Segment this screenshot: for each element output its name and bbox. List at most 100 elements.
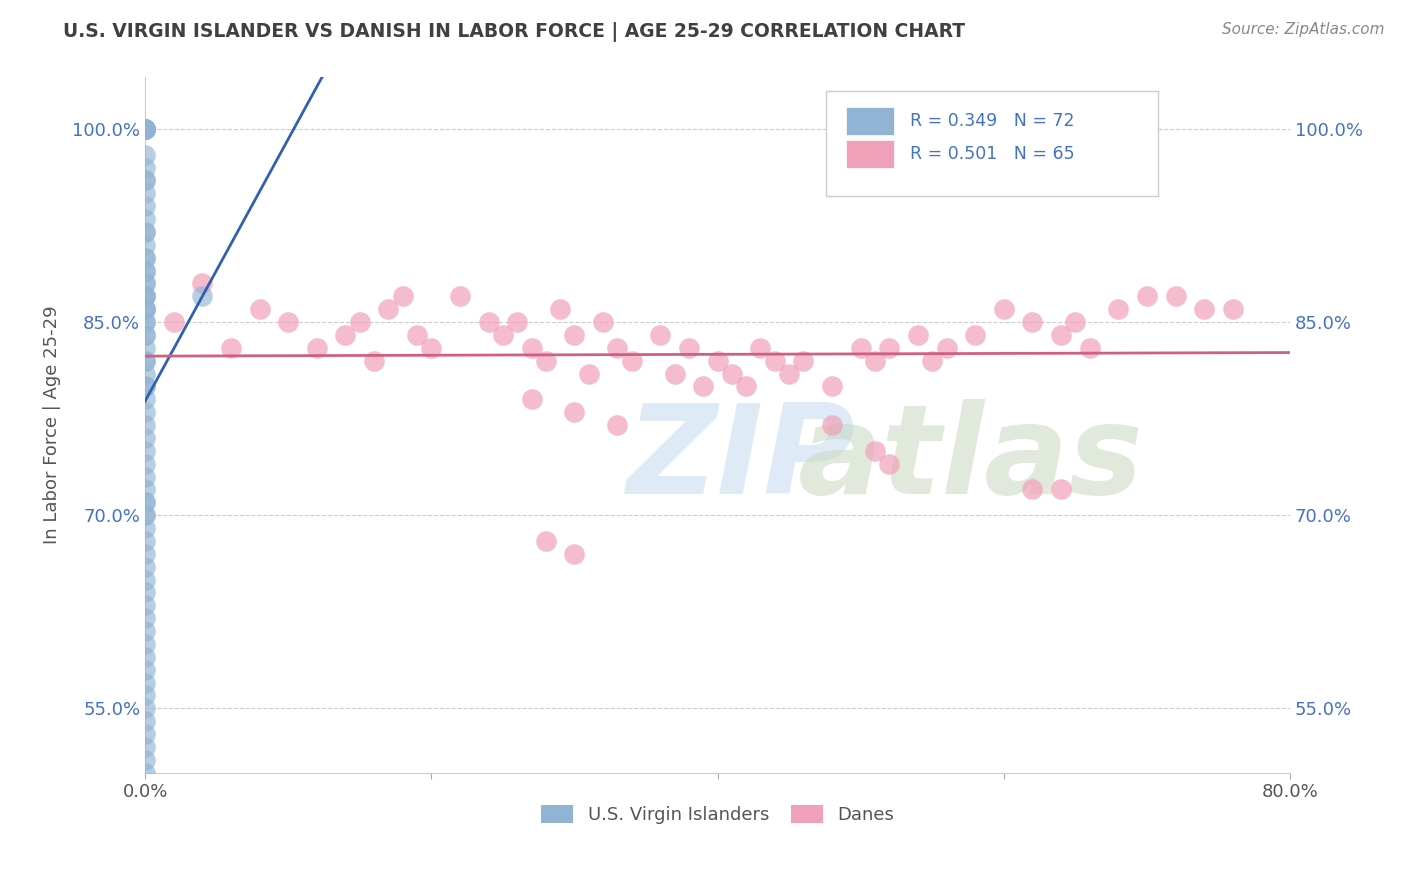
Point: [592, 315, 614, 329]
Legend: U.S. Virgin Islanders, Danes: U.S. Virgin Islanders, Danes: [531, 796, 904, 833]
Point: [1136, 122, 1159, 136]
Point: [191, 289, 214, 303]
Point: [877, 457, 900, 471]
Point: [420, 341, 443, 355]
Point: [449, 289, 471, 303]
Point: [134, 405, 156, 419]
Point: [849, 341, 872, 355]
Point: [664, 367, 686, 381]
Point: [1222, 302, 1244, 317]
Point: [134, 739, 156, 754]
Point: [134, 573, 156, 587]
Point: [134, 237, 156, 252]
Point: [134, 483, 156, 497]
Point: [191, 277, 214, 291]
Point: [134, 315, 156, 329]
Point: [863, 353, 886, 368]
Point: [134, 765, 156, 780]
Point: [134, 457, 156, 471]
Point: [134, 328, 156, 343]
Point: [134, 122, 156, 136]
Point: [935, 341, 957, 355]
Point: [1050, 328, 1073, 343]
Point: [134, 675, 156, 690]
Point: [520, 392, 543, 407]
FancyBboxPatch shape: [827, 91, 1159, 195]
Point: [134, 701, 156, 715]
Point: [821, 418, 844, 433]
Point: [219, 341, 242, 355]
Point: [134, 353, 156, 368]
Point: [406, 328, 429, 343]
Point: [506, 315, 529, 329]
Point: [134, 495, 156, 509]
Point: [134, 263, 156, 277]
Point: [993, 302, 1015, 317]
Point: [134, 122, 156, 136]
Point: [377, 302, 399, 317]
Point: [1064, 315, 1087, 329]
Point: [678, 341, 700, 355]
Point: [134, 379, 156, 393]
Point: [863, 443, 886, 458]
Point: [134, 418, 156, 433]
Point: [134, 225, 156, 239]
Point: [134, 341, 156, 355]
Point: [134, 379, 156, 393]
Text: U.S. VIRGIN ISLANDER VS DANISH IN LABOR FORCE | AGE 25-29 CORRELATION CHART: U.S. VIRGIN ISLANDER VS DANISH IN LABOR …: [63, 22, 966, 42]
Point: [134, 649, 156, 664]
Point: [134, 263, 156, 277]
Point: [520, 341, 543, 355]
Point: [1107, 302, 1129, 317]
Point: [721, 367, 744, 381]
Point: [564, 405, 586, 419]
Point: [134, 508, 156, 523]
Point: [1021, 315, 1043, 329]
Point: [134, 495, 156, 509]
Point: [606, 418, 628, 433]
Point: [492, 328, 515, 343]
Point: [305, 341, 328, 355]
Point: [1078, 341, 1101, 355]
Point: [363, 353, 385, 368]
Point: [134, 212, 156, 227]
Point: [564, 328, 586, 343]
Point: [134, 559, 156, 574]
Point: [1050, 483, 1073, 497]
Point: [163, 315, 186, 329]
Point: [877, 341, 900, 355]
Point: [692, 379, 714, 393]
Point: [134, 392, 156, 407]
Point: [134, 689, 156, 703]
Point: [134, 611, 156, 625]
Point: [606, 341, 628, 355]
Point: [706, 353, 728, 368]
Text: atlas: atlas: [797, 400, 1143, 520]
Point: [134, 753, 156, 767]
Point: [763, 353, 786, 368]
FancyBboxPatch shape: [846, 107, 894, 136]
Text: R = 0.349   N = 72: R = 0.349 N = 72: [910, 112, 1074, 130]
Point: [921, 353, 943, 368]
Point: [134, 533, 156, 548]
Text: Source: ZipAtlas.com: Source: ZipAtlas.com: [1222, 22, 1385, 37]
Point: [134, 122, 156, 136]
Point: [134, 585, 156, 599]
Point: [792, 353, 814, 368]
Point: [134, 727, 156, 741]
Point: [548, 302, 571, 317]
Point: [650, 328, 672, 343]
Point: [134, 547, 156, 561]
Point: [134, 289, 156, 303]
Point: [134, 367, 156, 381]
Point: [335, 328, 357, 343]
FancyBboxPatch shape: [846, 140, 894, 168]
Point: [134, 122, 156, 136]
Point: [134, 637, 156, 651]
Point: [578, 367, 600, 381]
Point: [134, 173, 156, 187]
Point: [134, 624, 156, 639]
Point: [1136, 289, 1159, 303]
Point: [134, 289, 156, 303]
Point: [134, 277, 156, 291]
